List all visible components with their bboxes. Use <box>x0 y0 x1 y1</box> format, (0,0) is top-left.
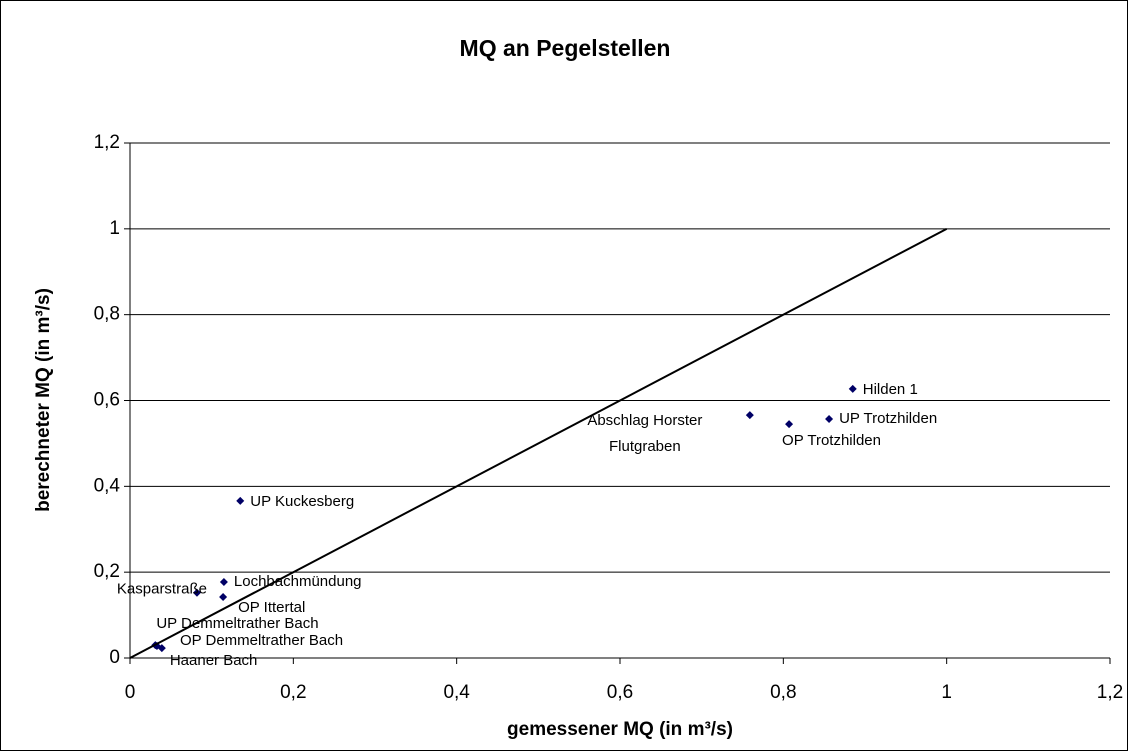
point <box>219 593 228 602</box>
x-tick-label: 1 <box>941 682 952 703</box>
point-label: UP Trotzhilden <box>839 410 937 427</box>
reference-line <box>129 227 948 659</box>
y-tick-label: 0,2 <box>94 561 120 582</box>
chart-title: MQ an Pegelstellen <box>460 35 671 61</box>
point-label: Abschlag Horster <box>587 412 702 429</box>
point-label: UP Kuckesberg <box>250 493 354 510</box>
point <box>219 578 228 587</box>
x-tick-label: 0 <box>125 682 136 703</box>
y-tick-label: 0,8 <box>94 304 120 325</box>
y-tick-label: 1,2 <box>94 132 120 153</box>
point-label: Kasparstraße <box>117 581 207 598</box>
point <box>745 411 754 420</box>
x-tick-label: 0,6 <box>607 682 633 703</box>
y-tick-label: 1 <box>109 218 120 239</box>
point <box>157 644 166 653</box>
y-axis-label: berechneter MQ (in m³/s) <box>33 288 54 512</box>
point <box>192 588 201 597</box>
point <box>236 496 245 505</box>
y-tick-label: 0,6 <box>94 390 120 411</box>
y-tick-label: 0,4 <box>94 475 121 496</box>
point-label: UP Demmeltrather Bach <box>156 615 318 632</box>
x-tick-label: 0,4 <box>443 682 470 703</box>
point-label: Flutgraben <box>609 438 681 455</box>
point-label: Lochbachmündung <box>234 573 362 590</box>
point-label: Hilden 1 <box>863 381 918 398</box>
point-label: OP Demmeltrather Bach <box>180 632 343 649</box>
point-label: OP Trotzhilden <box>782 432 881 449</box>
point <box>785 420 794 429</box>
point-label: OP Ittertal <box>238 599 305 616</box>
point <box>848 384 857 393</box>
y-tick-label: 0 <box>109 647 120 668</box>
x-axis-label: gemessener MQ (in m³/s) <box>507 719 733 740</box>
point <box>825 414 834 423</box>
x-tick-label: 1,2 <box>1097 682 1123 703</box>
x-tick-label: 0,8 <box>770 682 796 703</box>
point-label: Haaner Bach <box>170 652 258 669</box>
x-tick-label: 0,2 <box>280 682 306 703</box>
